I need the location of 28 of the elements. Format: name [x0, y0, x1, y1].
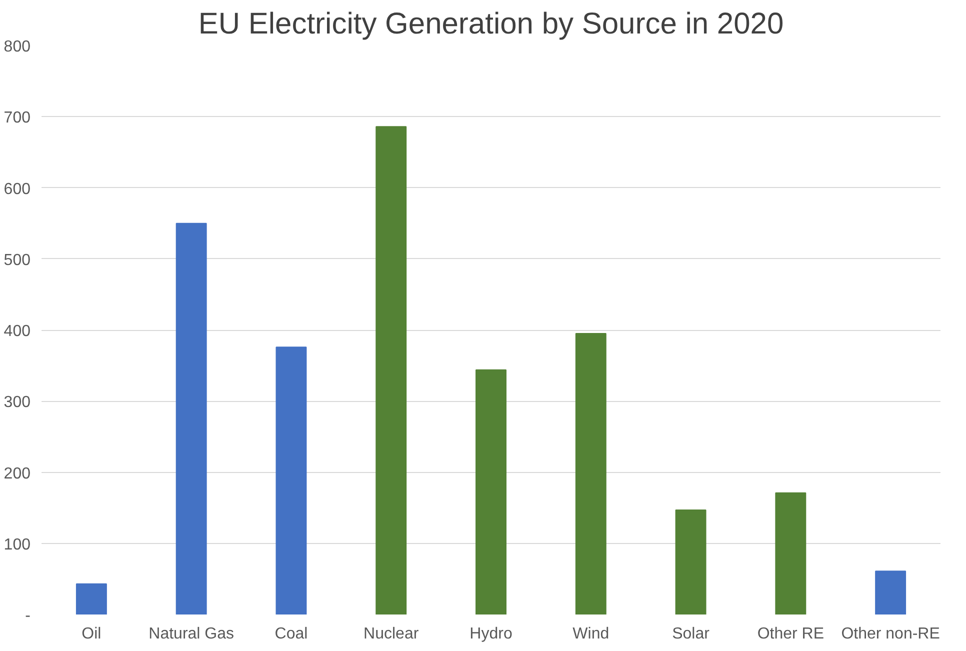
chart-title: EU Electricity Generation by Source in 2020: [198, 8, 784, 40]
y-tick-label: 200: [4, 465, 31, 482]
y-tick-label: 700: [4, 110, 31, 127]
x-tick-label: Solar: [672, 626, 710, 642]
bar: [675, 509, 706, 614]
bar: [276, 346, 307, 614]
bar: [875, 570, 906, 614]
x-tick-label: Oil: [82, 626, 102, 642]
x-tick-label: Nuclear: [364, 626, 420, 642]
y-tick-label: 300: [4, 394, 31, 412]
y-tick-label: 400: [4, 323, 31, 340]
bar: [376, 126, 407, 614]
y-tick-label: 100: [4, 536, 31, 554]
x-tick-label: Coal: [274, 626, 308, 642]
x-tick-label: Other RE: [757, 626, 824, 642]
y-tick-label: 500: [4, 252, 31, 269]
y-tick-label: 800: [4, 38, 31, 56]
y-tick-label: 600: [4, 180, 31, 198]
x-tick-label: Hydro: [470, 626, 512, 642]
bar: [775, 492, 806, 614]
x-tick-label: Wind: [572, 626, 610, 642]
bar: [76, 583, 107, 614]
bar: [176, 222, 207, 614]
x-tick-label: Natural Gas: [148, 626, 234, 642]
x-tick-label: Other non-RE: [841, 626, 940, 642]
bar: [476, 369, 506, 614]
bar: [575, 333, 606, 614]
y-tick-label: -: [25, 608, 30, 624]
